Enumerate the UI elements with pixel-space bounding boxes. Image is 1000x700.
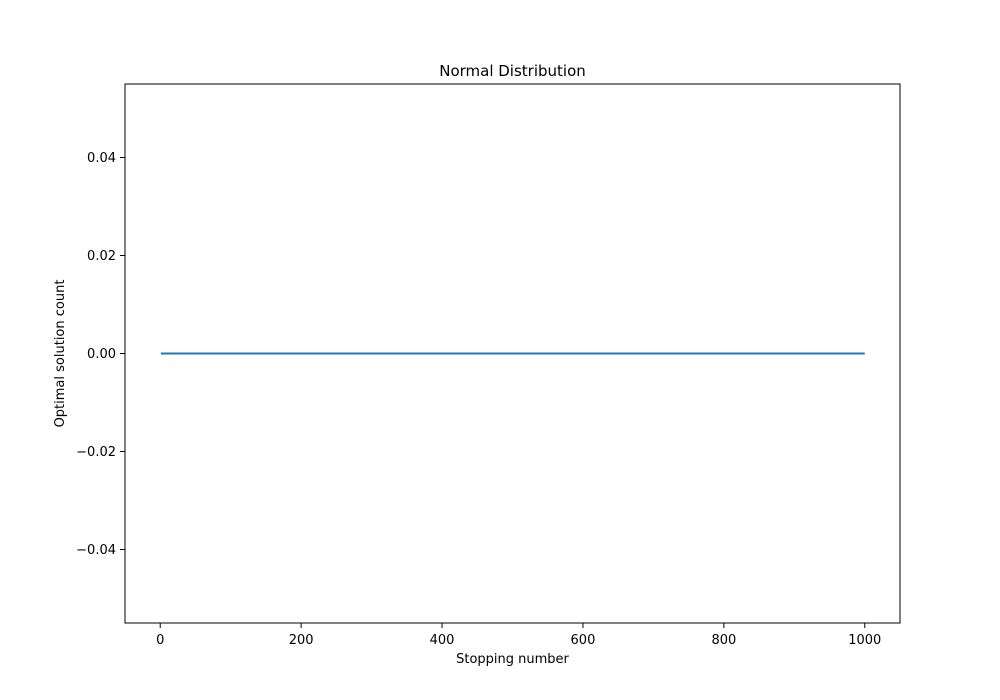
y-tick-label: 0.00 <box>87 347 116 362</box>
x-tick-label: 800 <box>711 633 736 648</box>
x-axis-ticks: 0 200 400 600 800 1000 <box>156 623 881 648</box>
x-tick-label: 1000 <box>848 633 881 648</box>
y-tick-label: 0.02 <box>87 249 116 264</box>
x-axis-title: Stopping number <box>456 652 569 667</box>
y-axis-title: Optimal solution count <box>53 280 68 428</box>
chart-title: Normal Distribution <box>439 62 586 80</box>
y-tick-label: 0.04 <box>87 151 116 166</box>
y-tick-label: −0.04 <box>76 543 116 558</box>
y-axis-ticks: −0.04 −0.02 0.00 0.02 0.04 <box>76 151 125 558</box>
x-tick-label: 400 <box>430 633 455 648</box>
y-tick-label: −0.02 <box>76 445 116 460</box>
x-tick-label: 600 <box>571 633 596 648</box>
x-tick-label: 0 <box>156 633 164 648</box>
x-tick-label: 200 <box>289 633 314 648</box>
